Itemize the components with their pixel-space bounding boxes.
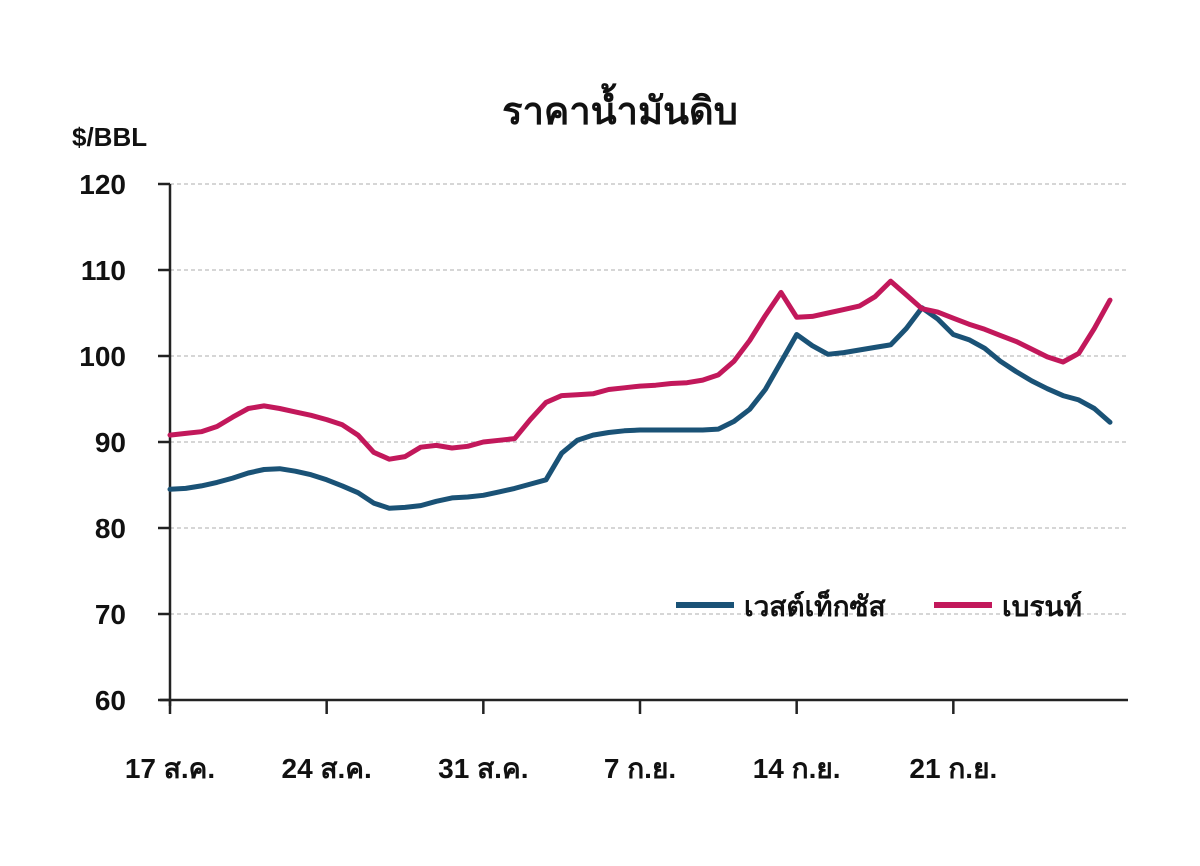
y-tick-label-80: 80 [95, 513, 126, 544]
series-line-1 [167, 278, 1113, 462]
x-tick-label-5: 21 ก.ย. [909, 753, 997, 784]
x-tick-label-3: 7 ก.ย. [604, 753, 676, 784]
x-tick-label-0: 17 ส.ค. [125, 753, 215, 784]
legend-label-0: เวสต์เท็กซัส [744, 589, 887, 623]
y-tick-label-110: 110 [81, 255, 126, 286]
x-tick-label-2: 31 ส.ค. [438, 753, 528, 784]
x-tick-label-4: 14 ก.ย. [753, 753, 841, 784]
y-tick-label-90: 90 [95, 427, 126, 458]
chart-title: ราคาน้ำมันดิบ [502, 83, 738, 133]
y-axis-unit-label: $/BBL [72, 122, 147, 152]
x-axis-ticks: 17 ส.ค. 24 ส.ค. 31 ส.ค. 7 ก.ย. 14 ก.ย. 21 ก.ย… [125, 700, 997, 784]
x-tick-label-1: 24 ส.ค. [282, 753, 372, 784]
y-tick-label-70: 70 [95, 599, 126, 630]
gridlines [170, 183, 1128, 615]
series-line-0 [167, 305, 1113, 511]
legend-label-1: เบรนท์ [1002, 590, 1082, 623]
y-axis-ticks: 60 70 80 90 100 110 120 [79, 169, 170, 716]
legend: เวสต์เท็กซัส เบรนท์ [676, 589, 1082, 623]
series-lines [167, 278, 1113, 511]
y-tick-label-100: 100 [79, 341, 126, 372]
y-tick-label-60: 60 [95, 685, 126, 716]
y-tick-label-120: 120 [79, 169, 126, 200]
